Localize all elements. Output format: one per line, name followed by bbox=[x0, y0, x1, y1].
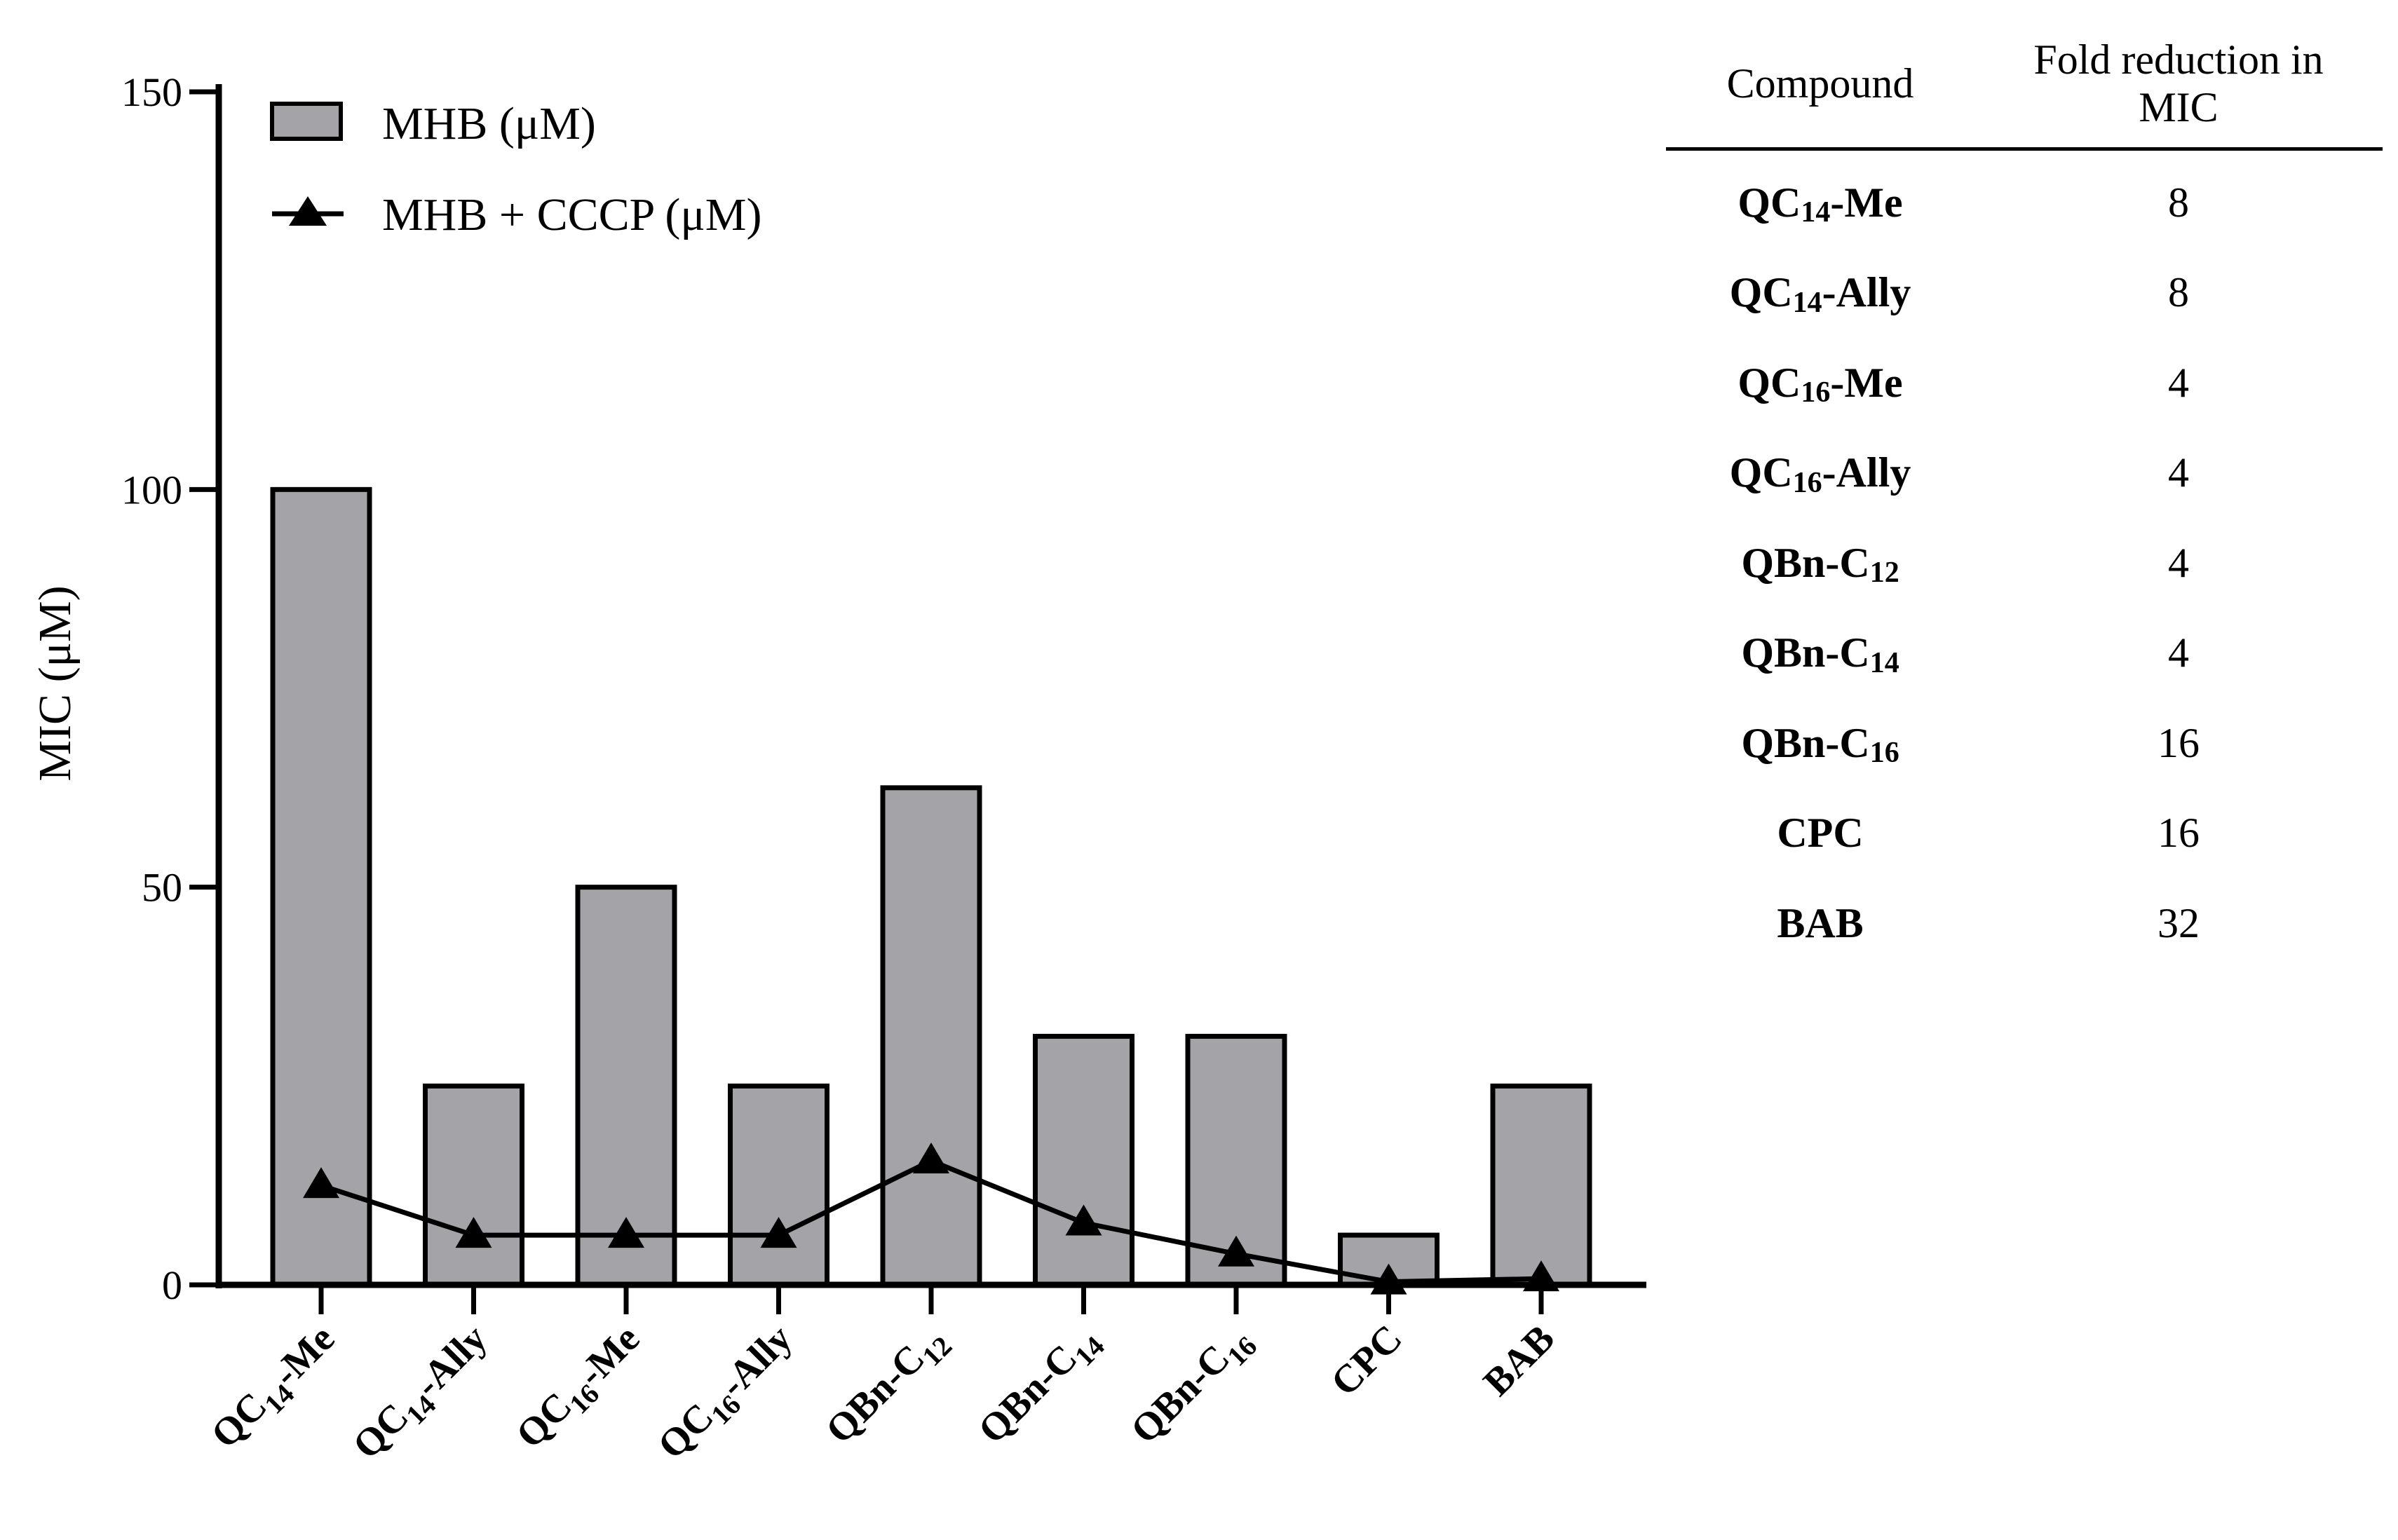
bar-qc16-ally bbox=[728, 1083, 829, 1288]
compound-name: CPC bbox=[1777, 810, 1864, 857]
table-row: QBn-C 14 4 bbox=[1666, 608, 2383, 699]
y-tick-label: 50 bbox=[142, 865, 182, 911]
cccp-point-cpc bbox=[1370, 1263, 1407, 1295]
compound-name: BAB bbox=[1777, 899, 1864, 946]
header-compound: Compound bbox=[1726, 60, 1914, 107]
bars bbox=[270, 486, 1592, 1288]
table-row: CPC 16 bbox=[1666, 789, 2383, 879]
x-tick-label: QC14-Me bbox=[203, 1316, 348, 1461]
x-tick-label: BAB bbox=[1475, 1316, 1563, 1404]
cccp-point-qbn-c12 bbox=[913, 1142, 949, 1173]
header-fold-reduction: Fold reduction in MIC bbox=[1974, 20, 2383, 147]
fold-reduction-table: Compound Fold reduction in MIC QC 14 -Me 8 Q… bbox=[1666, 20, 2383, 969]
fold-reduction-value: 32 bbox=[2157, 899, 2200, 946]
bar-qc14-me bbox=[270, 486, 372, 1288]
legend: MHB (μM) MHB + CCCP (μM) bbox=[270, 98, 761, 240]
bar-bab bbox=[1490, 1083, 1592, 1288]
x-tick-label: QBn-C14 bbox=[970, 1316, 1111, 1457]
compound-name: QBn-C 16 bbox=[1741, 719, 1899, 770]
cccp-point-bab bbox=[1523, 1260, 1559, 1292]
compound-name: QC 16 -Me bbox=[1737, 359, 1903, 409]
fold-reduction-value: 8 bbox=[2168, 179, 2189, 226]
compound-name: QC 14 -Ally bbox=[1729, 269, 1911, 319]
y-tick-label: 100 bbox=[121, 467, 182, 512]
y-axis-title: MIC (μM) bbox=[29, 585, 81, 781]
x-tick-label: QC16-Ally bbox=[650, 1316, 806, 1472]
fold-reduction-value: 16 bbox=[2157, 719, 2200, 766]
bar-qc14-ally bbox=[423, 1083, 524, 1288]
header-fold-reduction-text: Fold reduction in MIC bbox=[2033, 36, 2324, 130]
compound-name: QC 14 -Me bbox=[1737, 179, 1903, 229]
fold-reduction-value: 4 bbox=[2168, 539, 2189, 586]
x-tick-label: CPC bbox=[1322, 1316, 1410, 1404]
table-row: QBn-C 16 16 bbox=[1666, 698, 2383, 789]
table-row: QC 16 -Me 4 bbox=[1666, 338, 2383, 428]
legend-label-mhb: MHB (μM) bbox=[382, 98, 596, 149]
bar-qbn-c12 bbox=[880, 785, 982, 1288]
table-row: QC 16 -Ally 4 bbox=[1666, 428, 2383, 519]
fold-reduction-value: 16 bbox=[2157, 810, 2200, 857]
bar-qbn-c14 bbox=[1033, 1033, 1134, 1288]
fold-reduction-value: 8 bbox=[2168, 269, 2189, 316]
compound-name: QBn-C 12 bbox=[1741, 539, 1899, 590]
cccp-point-qc16-me bbox=[608, 1217, 644, 1248]
fold-reduction-value: 4 bbox=[2168, 359, 2189, 406]
x-tick-label: QC14-Ally bbox=[345, 1316, 501, 1472]
compound-name: QC 16 -Ally bbox=[1729, 449, 1911, 499]
cccp-point-qc14-me bbox=[303, 1167, 339, 1199]
compound-name: QBn-C 14 bbox=[1741, 629, 1899, 679]
table-row: QC 14 -Me 8 bbox=[1666, 158, 2383, 248]
table-row: QC 14 -Ally 8 bbox=[1666, 248, 2383, 339]
y-tick-label: 0 bbox=[162, 1262, 182, 1308]
fold-reduction-value: 4 bbox=[2168, 629, 2189, 676]
table-body: QC 14 -Me 8 QC 14 -Ally 8 QC 16 -Me 4 QC 16 -Ally 4 QBn-… bbox=[1666, 158, 2383, 969]
legend-triangle-marker bbox=[289, 196, 327, 226]
table-row: BAB 32 bbox=[1666, 878, 2383, 969]
x-tick-label: QBn-C12 bbox=[818, 1316, 958, 1457]
y-ticks: 0 50 100 150 bbox=[121, 69, 219, 1308]
cccp-point-qc16-ally bbox=[760, 1217, 797, 1248]
x-tick-label: QC16-Me bbox=[508, 1316, 653, 1461]
table-row: QBn-C 12 4 bbox=[1666, 518, 2383, 608]
cccp-point-qc14-ally bbox=[455, 1217, 492, 1248]
x-tick-label: QBn-C16 bbox=[1123, 1316, 1263, 1457]
cccp-point-qbn-c14 bbox=[1065, 1204, 1102, 1236]
cccp-series bbox=[303, 1142, 1559, 1295]
legend-label-cccp: MHB + CCCP (μM) bbox=[382, 189, 761, 240]
fold-reduction-value: 4 bbox=[2168, 449, 2189, 496]
legend-bar-swatch bbox=[270, 102, 343, 141]
table-header-row: Compound Fold reduction in MIC bbox=[1666, 20, 2383, 151]
y-tick-label: 150 bbox=[121, 69, 182, 115]
cccp-point-qbn-c16 bbox=[1218, 1235, 1254, 1267]
